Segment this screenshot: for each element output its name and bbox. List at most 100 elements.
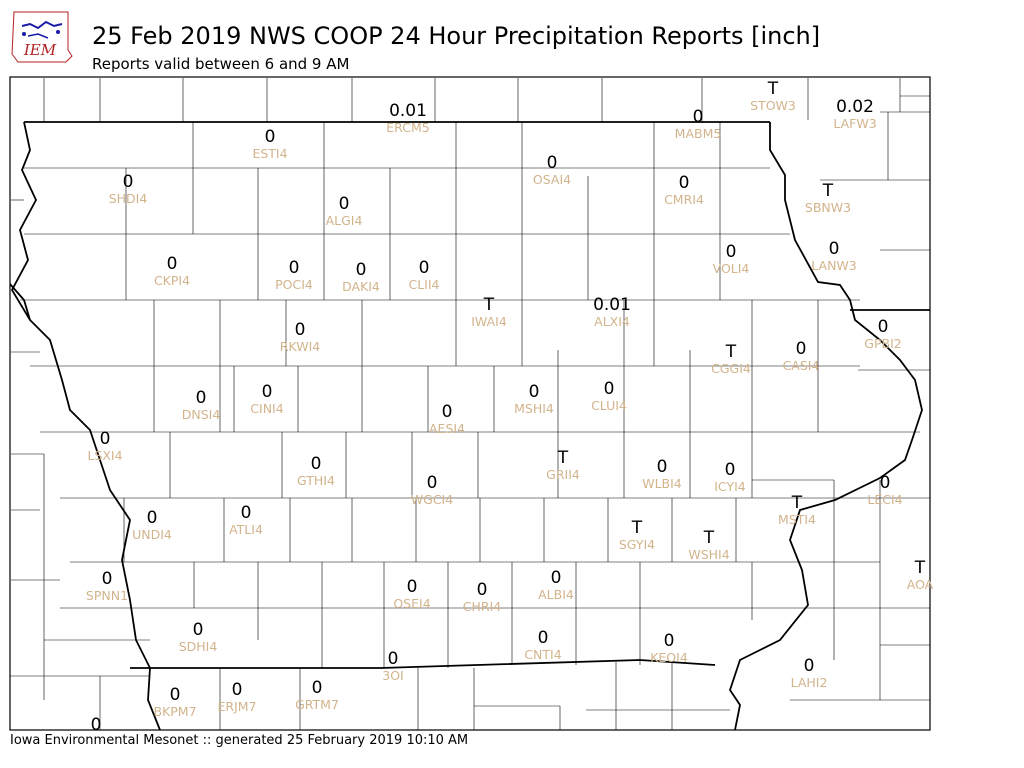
station-value: 0: [679, 173, 690, 193]
station-value: 0: [91, 715, 102, 735]
station-id: AESI4: [429, 421, 465, 436]
station-id: CKPI4: [154, 273, 190, 288]
station-value: 0: [100, 429, 111, 449]
station-id: KEOI4: [650, 650, 688, 665]
station-id: LSXI4: [87, 448, 122, 463]
station-id: LAHI2: [791, 675, 828, 690]
station-id: LAFW3: [833, 116, 876, 131]
station-value: T: [703, 528, 715, 548]
station-value: T: [631, 518, 643, 538]
station-id: RKWI4: [280, 339, 320, 354]
station-id: GTHI4: [297, 473, 335, 488]
station-value: 0: [880, 473, 891, 493]
station-id: MABM5: [675, 126, 722, 141]
station-value: 0: [604, 379, 615, 399]
station-value: 0: [664, 631, 675, 651]
station-id: CNTI4: [524, 647, 561, 662]
station-id: ATLI4: [229, 522, 263, 537]
station-id: WLBI4: [642, 476, 682, 491]
logo-text: IEM: [23, 41, 57, 59]
station-id: ALXI4: [594, 314, 630, 329]
station-id: OSAI4: [533, 172, 571, 187]
station-value: 0: [442, 402, 453, 422]
station-value: 0: [196, 388, 207, 408]
station-value: 0: [693, 107, 704, 127]
station-value: 0: [829, 239, 840, 259]
station-id: ERJM7: [217, 699, 256, 714]
station-id: GRII4: [546, 467, 580, 482]
station-value: 0: [167, 254, 178, 274]
station-id: GRTM7: [295, 697, 339, 712]
station-id: 3OI: [382, 668, 403, 683]
station-value: 0: [551, 568, 562, 588]
station-id: OSEI4: [393, 596, 430, 611]
station-value: 0: [804, 656, 815, 676]
station-value: 0.01: [593, 295, 631, 315]
station-value: T: [791, 493, 803, 513]
station-value: 0: [295, 320, 306, 340]
station-id: STOW3: [750, 98, 796, 113]
station-value: 0: [339, 194, 350, 214]
station-id: VOLI4: [713, 261, 750, 276]
station-id: CASI4: [783, 358, 820, 373]
station-id: UNDI4: [132, 527, 172, 542]
station-value: 0: [147, 508, 158, 528]
station-id: DNSI4: [182, 407, 221, 422]
station-id: LANW3: [811, 258, 856, 273]
station-id: SDHI4: [179, 639, 218, 654]
iem-logo: IEM: [11, 11, 73, 63]
state-borders: [9, 121, 930, 731]
station-id: ESTI4: [252, 146, 287, 161]
station-value: 0: [529, 382, 540, 402]
station-value: 0: [232, 680, 243, 700]
station-id: SGYI4: [619, 537, 655, 552]
station-value: T: [725, 342, 737, 362]
station-id: BKPM7: [153, 704, 196, 719]
station-value: T: [557, 448, 569, 468]
station-value: 0: [878, 317, 889, 337]
station-unlabeled: 0: [91, 715, 102, 735]
station-id: MSHI4: [514, 401, 554, 416]
station-value: 0: [419, 258, 430, 278]
station-value: 0: [312, 678, 323, 698]
station-id: SPNN1: [86, 588, 128, 603]
station-value: 0: [657, 457, 668, 477]
footer-credit: Iowa Environmental Mesonet :: generated …: [10, 733, 469, 748]
station-id: POCI4: [275, 277, 313, 292]
station-value: 0: [538, 628, 549, 648]
